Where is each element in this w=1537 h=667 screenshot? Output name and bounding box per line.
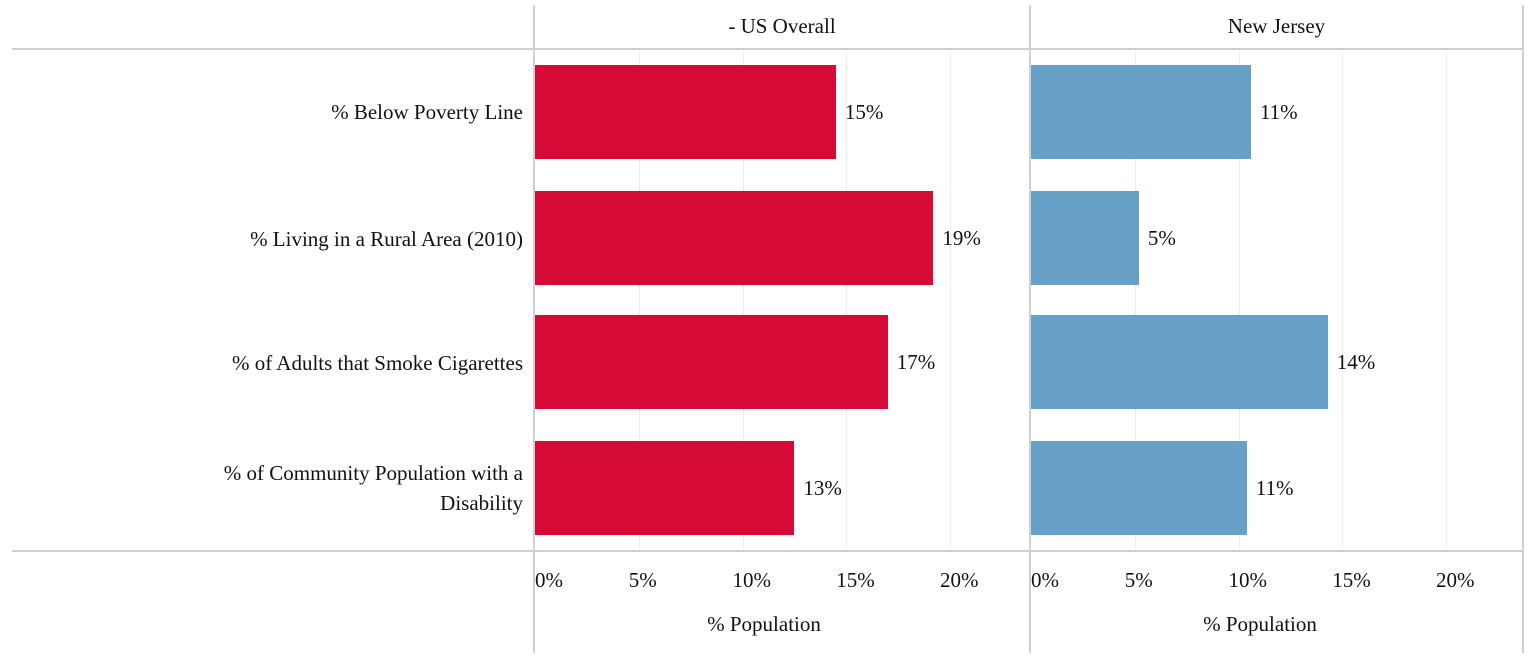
row-label-text: % of Community Population with a bbox=[223, 461, 523, 485]
bar-us-2[interactable] bbox=[535, 315, 888, 409]
x-tick-us-10: 10% bbox=[732, 568, 772, 592]
x-tick-us-15: 15% bbox=[836, 568, 875, 592]
gridline-state-15 bbox=[1342, 50, 1344, 550]
row-label-smoking: % of Adults that Smoke Cigarettes bbox=[43, 348, 523, 378]
gridline-state-5 bbox=[1134, 50, 1136, 550]
bar-state-1[interactable] bbox=[1031, 191, 1139, 285]
bar-label-us-3: 13% bbox=[803, 476, 842, 500]
bar-us-0[interactable] bbox=[535, 65, 836, 159]
x-tick-state-15: 15% bbox=[1332, 568, 1371, 592]
panel-title-state: New Jersey bbox=[1227, 14, 1326, 38]
row-label-rural: % Living in a Rural Area (2010) bbox=[43, 224, 523, 254]
x-tick-us-20: 20% bbox=[940, 568, 979, 592]
bar-label-state-2: 14% bbox=[1336, 350, 1376, 374]
panel-divider-right bbox=[1522, 5, 1524, 653]
gridline-state-10 bbox=[1238, 50, 1240, 550]
gridline-state-20 bbox=[1446, 50, 1447, 550]
row-label-text: % Below Poverty Line bbox=[331, 100, 523, 124]
gridline-us-5 bbox=[638, 50, 640, 550]
bar-label-us-1: 19% bbox=[942, 226, 981, 250]
bar-state-0[interactable] bbox=[1031, 65, 1251, 159]
axis-divider bbox=[12, 550, 1524, 552]
row-label-text: % Living in a Rural Area (2010) bbox=[250, 227, 523, 251]
bar-us-1[interactable] bbox=[535, 191, 934, 285]
bar-label-us-0: 15% bbox=[844, 100, 884, 124]
bar-label-state-0: 11% bbox=[1259, 100, 1298, 124]
header-divider bbox=[12, 48, 1524, 50]
x-tick-us-5: 5% bbox=[628, 568, 657, 592]
x-tick-state-10: 10% bbox=[1228, 568, 1268, 592]
bar-state-3[interactable] bbox=[1031, 441, 1247, 535]
panel-title-us: - US Overall bbox=[728, 14, 836, 38]
panel-divider-middle bbox=[1029, 5, 1031, 653]
x-tick-state-0: 0% bbox=[1031, 568, 1059, 592]
x-tick-us-0: 0% bbox=[535, 568, 563, 592]
x-axis-title-state: % Population bbox=[1203, 612, 1317, 636]
gridline-us-15 bbox=[846, 50, 848, 550]
bar-label-us-2: 17% bbox=[896, 350, 936, 374]
bar-label-state-1: 5% bbox=[1147, 226, 1176, 250]
row-label-disability: % of Community Population with a Disabil… bbox=[43, 458, 523, 518]
bar-state-2[interactable] bbox=[1031, 315, 1328, 409]
panel-divider-left bbox=[533, 5, 535, 653]
x-tick-state-20: 20% bbox=[1436, 568, 1475, 592]
bar-label-state-3: 11% bbox=[1255, 476, 1294, 500]
x-axis-title-us: % Population bbox=[707, 612, 821, 636]
gridline-us-20 bbox=[950, 50, 951, 550]
row-label-text: Disability bbox=[440, 491, 523, 515]
row-label-text: % of Adults that Smoke Cigarettes bbox=[231, 351, 523, 375]
gridline-us-10 bbox=[742, 50, 744, 550]
x-tick-state-5: 5% bbox=[1124, 568, 1153, 592]
bar-us-3[interactable] bbox=[535, 441, 795, 535]
row-label-poverty: % Below Poverty Line bbox=[43, 97, 523, 127]
